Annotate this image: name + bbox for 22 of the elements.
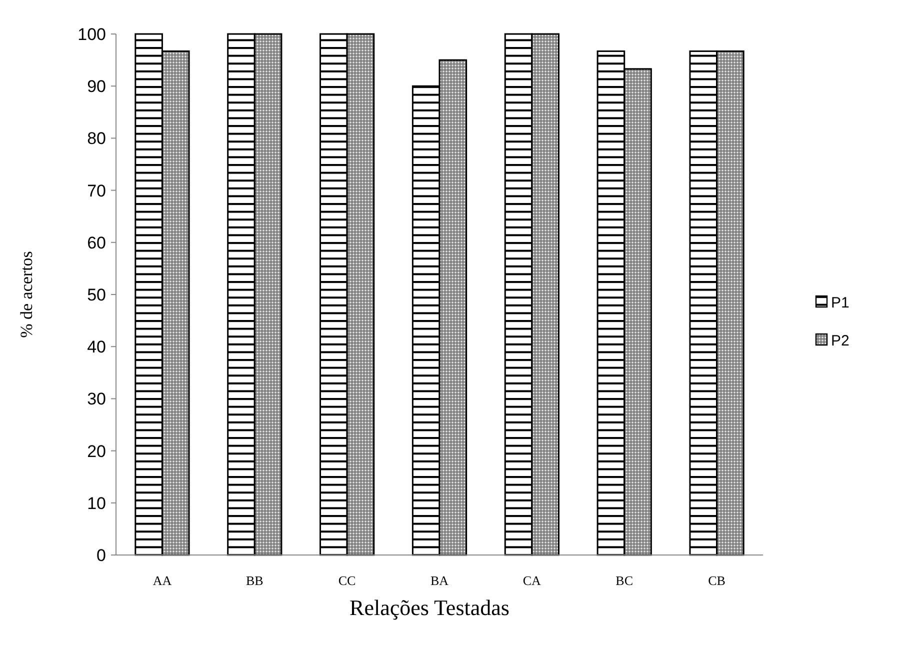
y-tick-label: 50: [87, 285, 106, 304]
y-tick-label: 70: [87, 181, 106, 200]
y-tick-label: 90: [87, 77, 106, 96]
y-tick-label: 80: [87, 129, 106, 148]
legend-label: P2: [831, 332, 850, 350]
y-tick-label: 10: [87, 494, 106, 513]
y-tick-label: 30: [87, 390, 106, 409]
x-tick-label: CB: [708, 573, 726, 588]
y-tick-label: 0: [96, 546, 106, 565]
y-tick-label: 40: [87, 338, 106, 357]
x-tick-label: BA: [430, 573, 450, 588]
y-axis-title: % de acertos: [17, 251, 36, 338]
x-tick-label: BC: [616, 573, 634, 588]
x-tick-label: CA: [522, 573, 542, 588]
x-tick-label: BB: [246, 573, 264, 588]
y-tick-label: 100: [78, 24, 106, 44]
x-axis-title: Relações Testadas: [350, 595, 510, 620]
x-tick-label: CC: [338, 573, 356, 588]
y-tick-label: 20: [87, 442, 106, 461]
y-tick-label: 60: [87, 233, 106, 252]
x-tick-label: AA: [152, 573, 172, 588]
legend-label: P1: [831, 294, 850, 312]
